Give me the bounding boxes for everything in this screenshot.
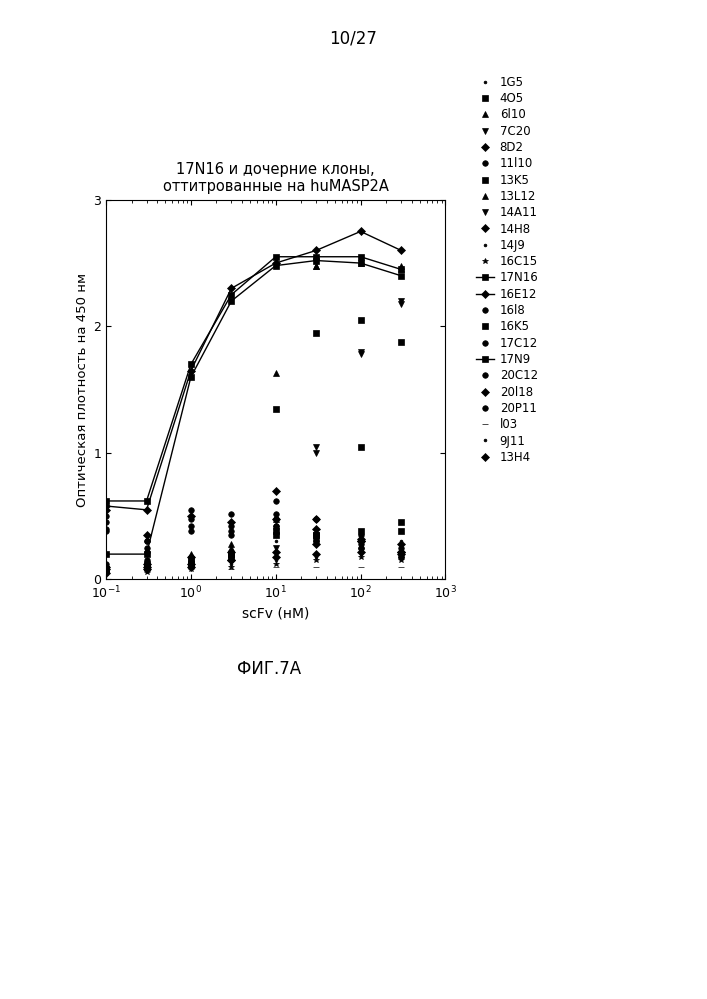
Y-axis label: Оптическая плотность на 450 нм: Оптическая плотность на 450 нм xyxy=(76,273,89,506)
X-axis label: scFv (нМ): scFv (нМ) xyxy=(242,606,310,620)
Title: 17N16 и дочерние клоны,
оттитрованные на huMASP2A: 17N16 и дочерние клоны, оттитрованные на… xyxy=(163,162,389,195)
Text: 10/27: 10/27 xyxy=(329,30,378,48)
Text: ФИГ.7А: ФИГ.7А xyxy=(237,660,300,678)
Legend: 1G5, 4O5, 6l10, 7C20, 8D2, 11l10, 13K5, 13L12, 14A11, 14H8, 14J9, 16C15, 17N16, : 1G5, 4O5, 6l10, 7C20, 8D2, 11l10, 13K5, … xyxy=(476,76,539,464)
